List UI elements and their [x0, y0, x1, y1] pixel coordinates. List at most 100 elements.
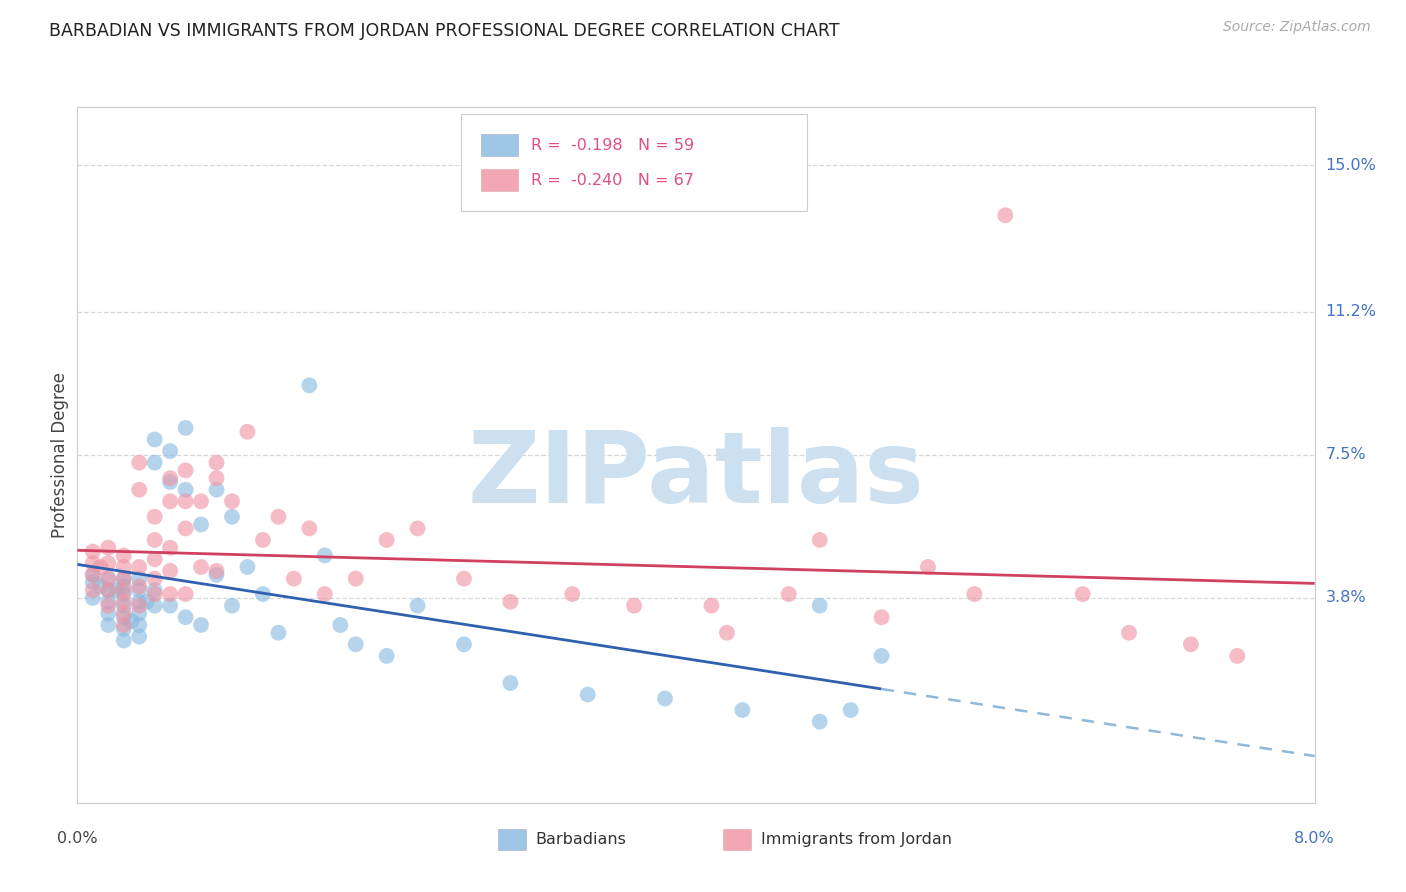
Point [97, 583, 120, 598]
Point [623, 599, 645, 613]
Text: 3.8%: 3.8% [1326, 591, 1367, 606]
Point [344, 637, 367, 651]
Point [112, 572, 135, 586]
Point [267, 625, 290, 640]
Point [128, 607, 150, 621]
Point [205, 567, 228, 582]
Point [97, 618, 120, 632]
Point [112, 579, 135, 593]
Point [221, 599, 243, 613]
Point [453, 572, 475, 586]
Point [375, 533, 398, 547]
Point [143, 583, 166, 598]
Text: R =  -0.198   N = 59: R = -0.198 N = 59 [531, 137, 695, 153]
Point [159, 494, 181, 508]
Point [112, 599, 135, 613]
Point [128, 579, 150, 593]
Point [1226, 648, 1249, 663]
Point [136, 595, 159, 609]
Point [917, 560, 939, 574]
Point [128, 599, 150, 613]
Point [112, 607, 135, 621]
Point [159, 444, 181, 458]
Point [128, 572, 150, 586]
Point [82, 583, 104, 598]
Point [112, 610, 135, 624]
Point [252, 587, 274, 601]
Point [963, 587, 986, 601]
Point [174, 483, 197, 497]
Point [128, 456, 150, 470]
Point [190, 560, 212, 574]
Point [82, 556, 104, 570]
Point [654, 691, 676, 706]
Point [112, 572, 135, 586]
Point [205, 471, 228, 485]
Point [112, 583, 135, 598]
Point [700, 599, 723, 613]
Point [190, 517, 212, 532]
Point [97, 607, 120, 621]
Point [808, 599, 831, 613]
Point [143, 533, 166, 547]
Point [205, 456, 228, 470]
Point [839, 703, 862, 717]
Point [174, 521, 197, 535]
Point [128, 630, 150, 644]
Point [808, 714, 831, 729]
Point [159, 471, 181, 485]
Point [82, 544, 104, 558]
Point [190, 494, 212, 508]
Point [190, 618, 212, 632]
Text: 7.5%: 7.5% [1326, 448, 1367, 462]
Point [159, 587, 181, 601]
Text: 15.0%: 15.0% [1326, 158, 1376, 172]
Point [97, 583, 120, 598]
Point [112, 560, 135, 574]
Point [97, 595, 120, 609]
Point [112, 633, 135, 648]
Point [174, 463, 197, 477]
Point [499, 595, 522, 609]
Text: Barbadians: Barbadians [536, 832, 627, 847]
Point [267, 509, 290, 524]
Point [298, 521, 321, 535]
Point [731, 703, 754, 717]
Point [112, 618, 135, 632]
Point [143, 456, 166, 470]
Point [778, 587, 800, 601]
Point [121, 614, 143, 628]
Point [1118, 625, 1140, 640]
Text: 8.0%: 8.0% [1295, 830, 1334, 846]
Point [128, 483, 150, 497]
Point [159, 541, 181, 555]
Point [344, 572, 367, 586]
Point [97, 541, 120, 555]
Text: 11.2%: 11.2% [1326, 304, 1376, 319]
Point [1071, 587, 1094, 601]
Point [112, 587, 135, 601]
Text: ZIPatlas: ZIPatlas [468, 427, 924, 524]
Point [97, 572, 120, 586]
Point [716, 625, 738, 640]
Point [143, 572, 166, 586]
Point [97, 572, 120, 586]
Point [870, 648, 893, 663]
Point [174, 494, 197, 508]
Y-axis label: Professional Degree: Professional Degree [51, 372, 69, 538]
Point [499, 676, 522, 690]
Point [298, 378, 321, 392]
Point [97, 556, 120, 570]
Point [90, 560, 111, 574]
Point [159, 599, 181, 613]
Point [453, 637, 475, 651]
Point [82, 567, 104, 582]
Point [174, 587, 197, 601]
Point [236, 425, 259, 439]
FancyBboxPatch shape [461, 114, 807, 211]
Point [128, 595, 150, 609]
Point [406, 599, 429, 613]
Point [561, 587, 583, 601]
Point [143, 509, 166, 524]
Point [236, 560, 259, 574]
